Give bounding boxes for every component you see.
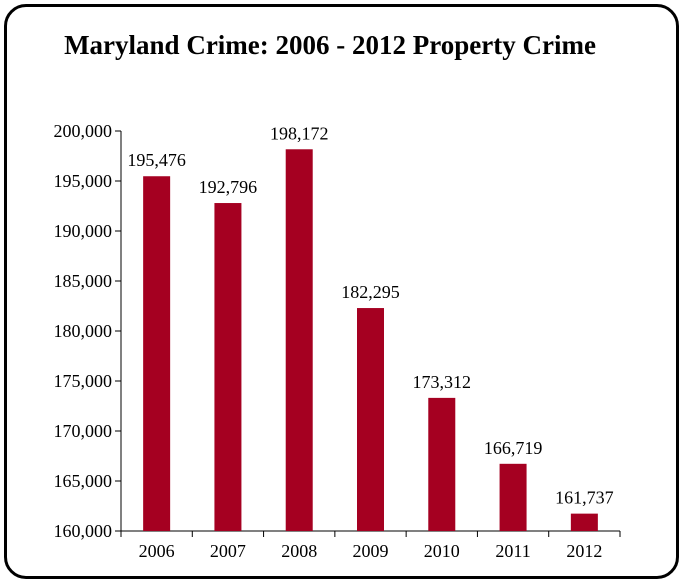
y-tick-label: 180,000 xyxy=(54,321,113,341)
data-label-2008: 198,172 xyxy=(270,123,329,143)
x-tick-label-2006: 2006 xyxy=(139,541,175,561)
y-tick-label: 165,000 xyxy=(54,471,113,491)
chart-frame xyxy=(4,4,679,579)
bar-2009 xyxy=(357,308,384,531)
x-tick-label-2012: 2012 xyxy=(566,541,602,561)
data-label-2012: 161,737 xyxy=(555,488,614,508)
chart-title: Maryland Crime: 2006 - 2012 Property Cri… xyxy=(64,30,596,60)
y-tick-label: 185,000 xyxy=(54,271,113,291)
bar-2007 xyxy=(214,203,242,532)
x-tick-label-2011: 2011 xyxy=(495,541,530,561)
y-tick-label: 195,000 xyxy=(54,171,113,191)
y-tick-label: 160,000 xyxy=(54,521,113,541)
bar-2008 xyxy=(285,149,313,531)
y-tick-label: 175,000 xyxy=(54,371,113,391)
data-label-2009: 182,295 xyxy=(341,282,400,302)
bar-2012 xyxy=(570,513,598,531)
x-tick-label-2010: 2010 xyxy=(424,541,460,561)
bar-group xyxy=(143,149,598,532)
data-label-2007: 192,796 xyxy=(199,177,258,197)
bar-2010 xyxy=(428,397,456,531)
data-label-2011: 166,719 xyxy=(484,438,543,458)
label-group: 195,476 192,796 198,172 182,295 173,312 166,7… xyxy=(127,123,613,507)
data-label-2010: 173,312 xyxy=(413,372,472,392)
y-tick-label: 190,000 xyxy=(54,221,113,241)
x-tick-label-2009: 2009 xyxy=(353,541,389,561)
x-tick-label-2008: 2008 xyxy=(281,541,317,561)
chart-axes: 160,000 165,000 170,000 175,000 180,000 185,0… xyxy=(54,121,621,561)
x-tick-label-2007: 2007 xyxy=(210,541,246,561)
y-tick-label: 170,000 xyxy=(54,421,113,441)
bar-2011 xyxy=(499,463,527,531)
y-tick-label: 200,000 xyxy=(54,121,113,141)
data-label-2006: 195,476 xyxy=(127,150,186,170)
bar-2006 xyxy=(143,176,171,532)
